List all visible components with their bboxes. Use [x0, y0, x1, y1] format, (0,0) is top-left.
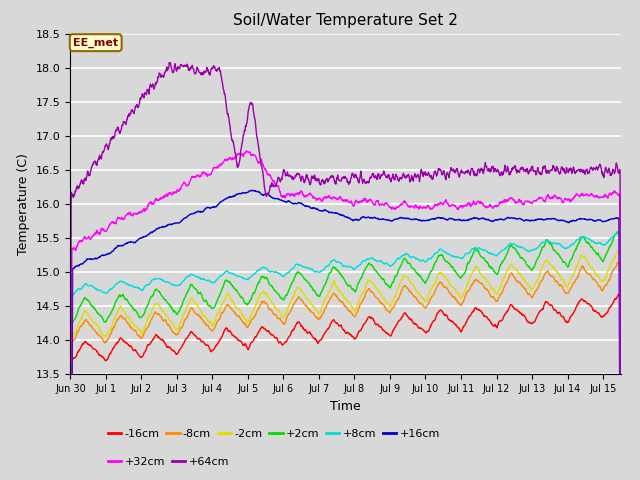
-2cm: [109, 320, 117, 325]
+64cm: [312, 177, 319, 183]
-16cm: [132, 347, 140, 353]
+64cm: [109, 133, 117, 139]
+32cm: [380, 203, 388, 208]
Text: EE_met: EE_met: [73, 37, 118, 48]
-2cm: [380, 295, 387, 300]
Line: -8cm: -8cm: [70, 263, 621, 480]
-16cm: [380, 327, 387, 333]
-8cm: [380, 302, 387, 308]
-8cm: [109, 326, 117, 332]
+16cm: [132, 240, 140, 245]
+32cm: [109, 219, 117, 225]
-2cm: [321, 297, 329, 302]
Y-axis label: Temperature (C): Temperature (C): [17, 153, 30, 255]
+64cm: [322, 178, 330, 183]
-8cm: [132, 328, 140, 334]
+16cm: [300, 203, 308, 208]
-2cm: [312, 306, 319, 312]
X-axis label: Time: Time: [330, 400, 361, 413]
+2cm: [109, 306, 117, 312]
+8cm: [109, 285, 117, 290]
+32cm: [322, 193, 330, 199]
+8cm: [300, 264, 308, 270]
+8cm: [321, 264, 329, 270]
Line: -2cm: -2cm: [70, 252, 621, 480]
+8cm: [614, 230, 621, 236]
+32cm: [243, 148, 250, 154]
+16cm: [312, 206, 319, 212]
-16cm: [615, 291, 623, 297]
+2cm: [614, 229, 621, 235]
Line: -16cm: -16cm: [70, 294, 621, 480]
Legend: +32cm, +64cm: +32cm, +64cm: [104, 452, 234, 471]
+32cm: [300, 194, 308, 200]
+64cm: [132, 103, 140, 109]
+8cm: [312, 269, 319, 275]
-2cm: [613, 249, 621, 254]
+8cm: [380, 261, 387, 266]
Line: +32cm: +32cm: [70, 151, 621, 480]
+16cm: [322, 208, 330, 214]
Line: +64cm: +64cm: [70, 62, 621, 480]
Line: +2cm: +2cm: [70, 232, 621, 480]
-16cm: [300, 326, 308, 332]
+2cm: [300, 276, 308, 281]
-8cm: [614, 260, 621, 265]
+2cm: [380, 276, 387, 282]
+32cm: [132, 211, 140, 217]
Line: +8cm: +8cm: [70, 233, 621, 480]
+8cm: [132, 284, 140, 290]
Title: Soil/Water Temperature Set 2: Soil/Water Temperature Set 2: [233, 13, 458, 28]
-2cm: [132, 324, 140, 329]
-8cm: [300, 300, 308, 306]
+2cm: [321, 281, 329, 287]
-8cm: [321, 305, 329, 311]
+64cm: [166, 60, 174, 65]
+2cm: [132, 307, 140, 313]
+16cm: [380, 216, 388, 222]
+32cm: [312, 195, 319, 201]
+2cm: [312, 289, 319, 295]
Line: +16cm: +16cm: [70, 190, 621, 480]
-2cm: [300, 291, 308, 297]
-16cm: [109, 346, 117, 351]
+64cm: [380, 168, 388, 174]
+16cm: [248, 187, 255, 193]
-16cm: [321, 329, 329, 335]
+16cm: [109, 248, 117, 254]
-16cm: [312, 336, 319, 342]
+64cm: [300, 180, 308, 185]
-8cm: [312, 313, 319, 319]
